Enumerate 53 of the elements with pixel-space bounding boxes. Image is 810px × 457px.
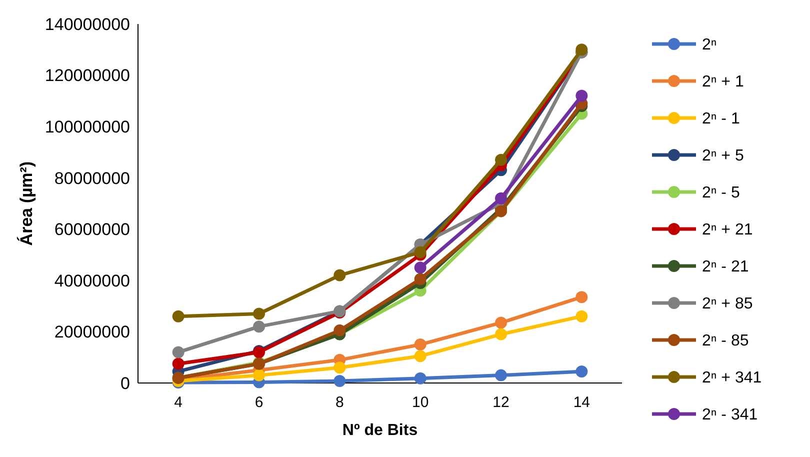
point (414, 246, 426, 258)
x-tick-label: 12 (492, 394, 510, 411)
point (172, 346, 184, 358)
point (576, 44, 588, 56)
point (495, 369, 507, 382)
legend-label: 2ⁿ - 21 (702, 258, 749, 276)
y-tick-label: 80000000 (54, 168, 130, 188)
x-tick-label: 8 (335, 394, 344, 411)
point (495, 328, 507, 340)
legend-label: 2ⁿ - 1 (702, 110, 740, 128)
point (253, 320, 265, 333)
legend-label: 2ⁿ - 85 (702, 332, 749, 350)
point (253, 308, 265, 320)
point (334, 269, 346, 282)
point (334, 374, 346, 387)
y-tick-label: 140000000 (44, 14, 130, 34)
point (576, 365, 588, 378)
legend-label: 2ⁿ (702, 36, 717, 54)
point (495, 316, 507, 329)
point (172, 310, 184, 322)
legend-label: 2ⁿ - 5 (702, 184, 740, 202)
point (172, 358, 184, 370)
legend-label: 2ⁿ + 21 (702, 222, 753, 239)
y-tick-label: 120000000 (44, 66, 130, 86)
x-tick-label: 4 (174, 394, 183, 411)
point (495, 154, 507, 166)
legend-label: 2ⁿ + 1 (702, 74, 744, 91)
x-tick-label: 14 (573, 394, 590, 411)
legend-label: 2ⁿ - 341 (702, 406, 758, 424)
x-tick-label: 6 (254, 394, 264, 411)
point (414, 350, 426, 362)
y-tick-label: 40000000 (54, 271, 130, 290)
point (495, 192, 507, 204)
y-axis-title: Área (µm²) (16, 161, 36, 246)
point (414, 372, 426, 384)
point (334, 324, 346, 336)
x-tick-label: 10 (412, 394, 429, 411)
point (576, 310, 588, 322)
y-tick-label: 100000000 (44, 118, 130, 137)
point (414, 338, 426, 351)
point (414, 262, 426, 274)
point (576, 291, 588, 304)
legend-label: 2ⁿ + 341 (702, 370, 762, 387)
point (414, 273, 426, 286)
x-axis-title: Nº de Bits (342, 422, 418, 439)
y-tick-label: 0 (120, 374, 130, 393)
legend-label: 2ⁿ + 5 (702, 148, 744, 165)
point (334, 362, 346, 374)
point (576, 90, 588, 102)
point (253, 369, 265, 382)
y-tick-label: 60000000 (54, 220, 130, 240)
legend-label: 2ⁿ + 85 (702, 296, 753, 313)
y-tick-label: 20000000 (54, 322, 130, 342)
